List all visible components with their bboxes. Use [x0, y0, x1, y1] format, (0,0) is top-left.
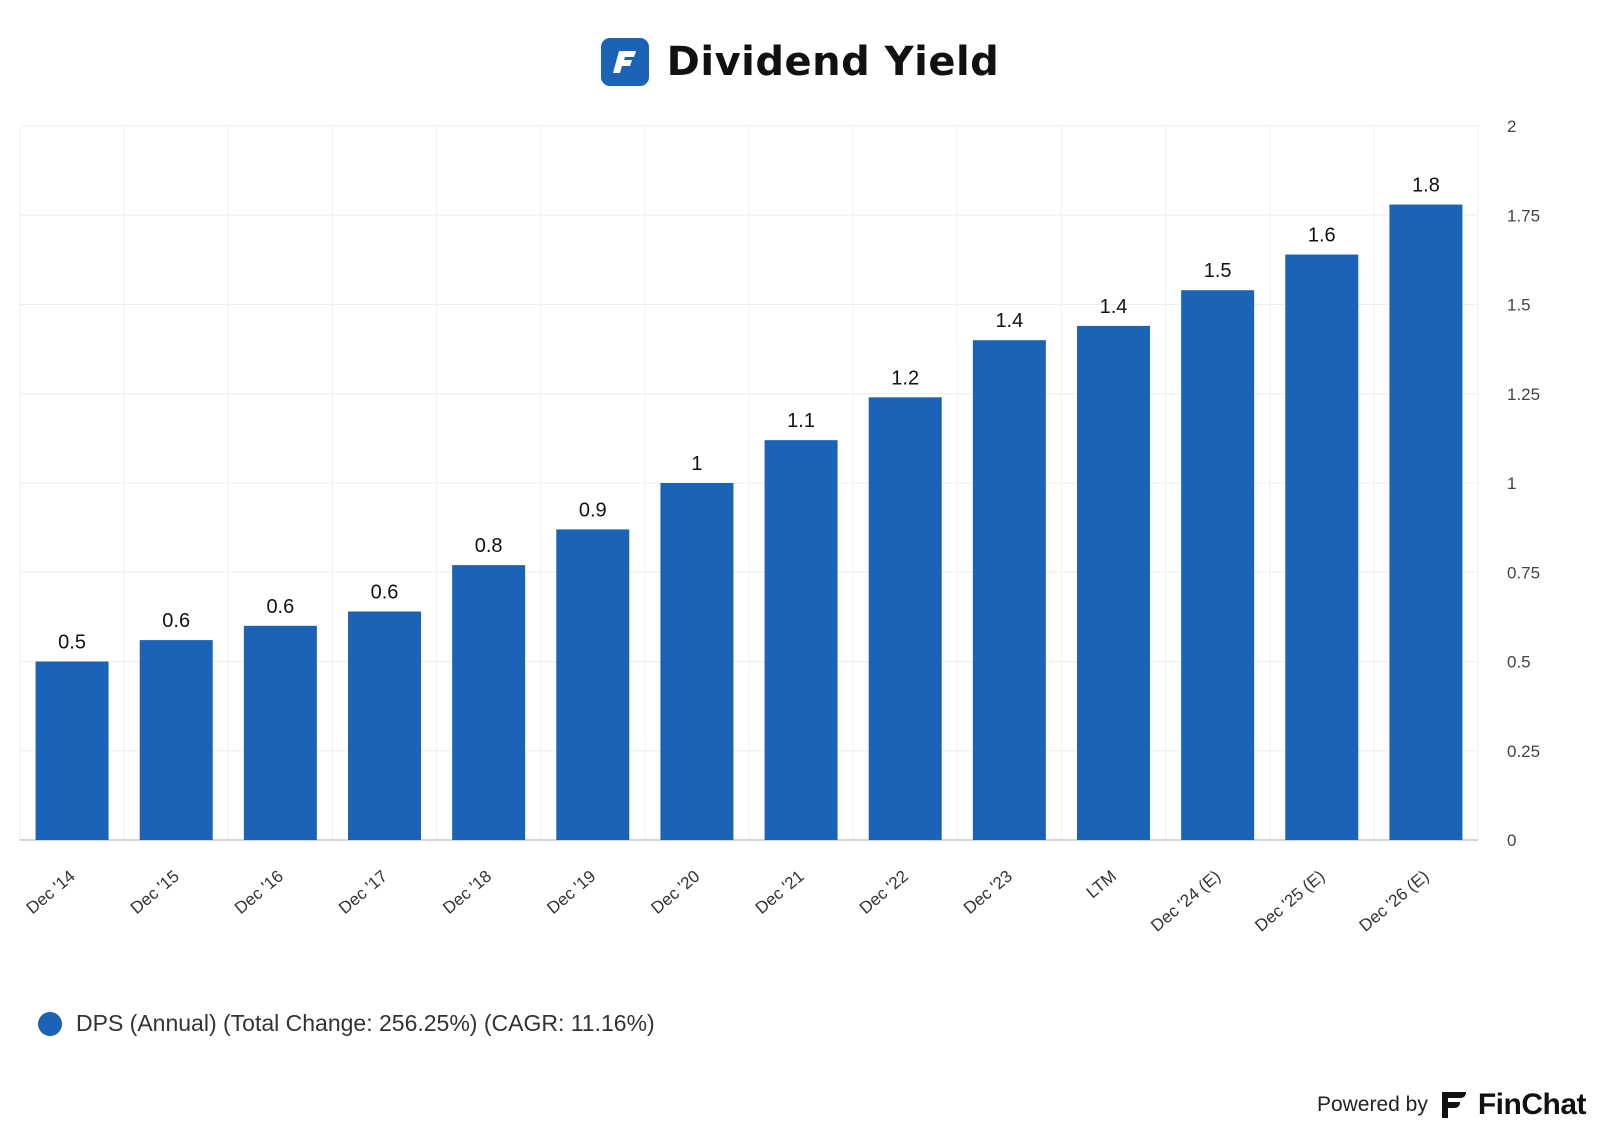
y-tick-label: 1 [1507, 474, 1516, 493]
bar [452, 565, 526, 840]
x-tick-label: Dec '18 [439, 867, 495, 918]
finchat-logo-icon [600, 38, 649, 86]
x-tick-label: Dec '24 (E) [1147, 867, 1224, 936]
powered-by-label: Powered by [1316, 1093, 1428, 1116]
data-label: 1.4 [1100, 296, 1128, 318]
powered-by: Powered by FinChat [1316, 1088, 1587, 1122]
x-tick-label: Dec '19 [543, 867, 599, 918]
x-tick-label: Dec '25 (E) [1251, 867, 1328, 936]
data-label: 1.4 [995, 310, 1023, 332]
bar [1389, 204, 1463, 841]
x-tick-label: Dec '23 [960, 867, 1016, 918]
brand-logo: FinChat [1438, 1088, 1587, 1122]
data-label: 1.5 [1204, 260, 1232, 282]
data-label: 0.6 [371, 582, 399, 604]
y-tick-label: 1.25 [1507, 385, 1540, 404]
page-title: Dividend Yield [666, 39, 1000, 85]
data-label: 1.6 [1308, 225, 1336, 247]
bar [868, 397, 942, 840]
bar [348, 611, 421, 840]
data-label: 1.8 [1412, 175, 1440, 197]
y-tick-label: 1.5 [1507, 296, 1531, 315]
data-label: 1 [691, 453, 702, 475]
x-tick-label: Dec '26 (E) [1356, 867, 1433, 936]
bar [1077, 325, 1150, 840]
bar [35, 661, 109, 840]
data-label: 1.1 [787, 410, 815, 432]
chart-header: Dividend Yield [0, 34, 1600, 90]
x-tick-label: Dec '14 [23, 867, 79, 918]
x-tick-label: Dec '17 [335, 867, 391, 918]
bar [764, 440, 838, 840]
data-label: 0.8 [475, 535, 503, 557]
y-tick-label: 0.5 [1507, 653, 1531, 672]
x-tick-label: Dec '21 [752, 867, 808, 918]
y-tick-label: 0.75 [1507, 563, 1540, 582]
bar [1181, 290, 1255, 841]
y-tick-label: 1.75 [1507, 206, 1540, 225]
x-tick-label: Dec '15 [127, 867, 183, 918]
brand-name: FinChat [1477, 1088, 1587, 1121]
bar [660, 483, 734, 840]
x-tick-label: Dec '20 [648, 867, 704, 918]
bar-chart: 0 0.25 0.5 0.75 1 1.25 1.5 1.75 2 0.5 Dec '14 0.6 De… [19, 117, 1540, 936]
x-tick-label: Dec '16 [231, 867, 287, 918]
data-label: 0.5 [58, 632, 86, 654]
bar [1285, 254, 1359, 840]
x-tick-label: Dec '22 [856, 867, 912, 918]
data-label: 1.2 [891, 367, 919, 389]
finchat-mark-icon [1441, 1092, 1466, 1118]
legend[interactable]: DPS (Annual) (Total Change: 256.25%) (CA… [38, 1010, 655, 1037]
legend-label: DPS (Annual) (Total Change: 256.25%) (CA… [76, 1010, 655, 1036]
data-label: 0.9 [579, 499, 607, 521]
x-tick-label: LTM [1083, 867, 1120, 903]
data-label: 0.6 [162, 610, 190, 632]
bar [139, 640, 213, 840]
y-tick-label: 2 [1507, 117, 1516, 136]
bar [243, 625, 317, 840]
y-tick-label: 0.25 [1507, 742, 1540, 761]
bar [556, 529, 630, 840]
legend-marker-icon [38, 1011, 62, 1036]
bar [972, 340, 1046, 840]
y-tick-label: 0 [1507, 831, 1516, 850]
data-label: 0.6 [266, 596, 294, 618]
